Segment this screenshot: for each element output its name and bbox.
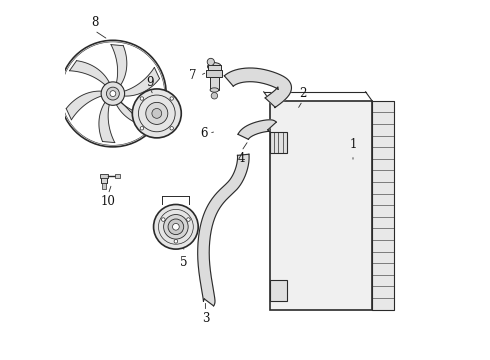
Circle shape xyxy=(164,215,188,239)
Bar xyxy=(372,101,394,310)
Circle shape xyxy=(106,87,120,100)
Polygon shape xyxy=(99,102,115,143)
Polygon shape xyxy=(66,91,101,120)
Text: 5: 5 xyxy=(180,256,188,269)
Text: 7: 7 xyxy=(189,69,196,82)
Polygon shape xyxy=(197,154,249,306)
Circle shape xyxy=(170,97,173,100)
Bar xyxy=(206,70,222,77)
Text: 8: 8 xyxy=(91,16,98,29)
Text: 1: 1 xyxy=(349,138,357,150)
Bar xyxy=(100,174,108,178)
Text: 4: 4 xyxy=(238,152,245,165)
Circle shape xyxy=(152,108,162,118)
Polygon shape xyxy=(70,61,109,85)
Bar xyxy=(101,176,107,183)
Circle shape xyxy=(170,127,173,130)
Text: 2: 2 xyxy=(299,87,306,100)
Bar xyxy=(270,101,372,310)
Text: 9: 9 xyxy=(147,76,154,89)
Circle shape xyxy=(140,127,144,130)
Circle shape xyxy=(146,102,168,125)
Ellipse shape xyxy=(210,88,219,92)
Circle shape xyxy=(168,219,184,235)
Polygon shape xyxy=(238,120,276,139)
Circle shape xyxy=(140,97,144,100)
Bar xyxy=(270,132,287,153)
Circle shape xyxy=(174,239,178,243)
Circle shape xyxy=(211,93,218,99)
Bar xyxy=(210,77,219,90)
Circle shape xyxy=(110,91,116,96)
Circle shape xyxy=(101,82,124,105)
Polygon shape xyxy=(124,67,160,96)
Text: 6: 6 xyxy=(200,127,207,140)
Polygon shape xyxy=(117,102,156,126)
Polygon shape xyxy=(111,45,127,85)
Bar xyxy=(208,65,221,71)
Circle shape xyxy=(187,218,190,221)
Text: 3: 3 xyxy=(202,312,209,325)
Circle shape xyxy=(207,58,215,66)
Ellipse shape xyxy=(208,63,221,71)
Text: 10: 10 xyxy=(101,195,116,208)
Bar xyxy=(115,174,120,178)
Circle shape xyxy=(172,224,179,230)
Circle shape xyxy=(153,204,198,249)
Circle shape xyxy=(162,218,165,221)
Circle shape xyxy=(132,89,181,138)
Bar xyxy=(270,280,287,301)
Polygon shape xyxy=(224,68,292,108)
Bar xyxy=(102,183,106,189)
